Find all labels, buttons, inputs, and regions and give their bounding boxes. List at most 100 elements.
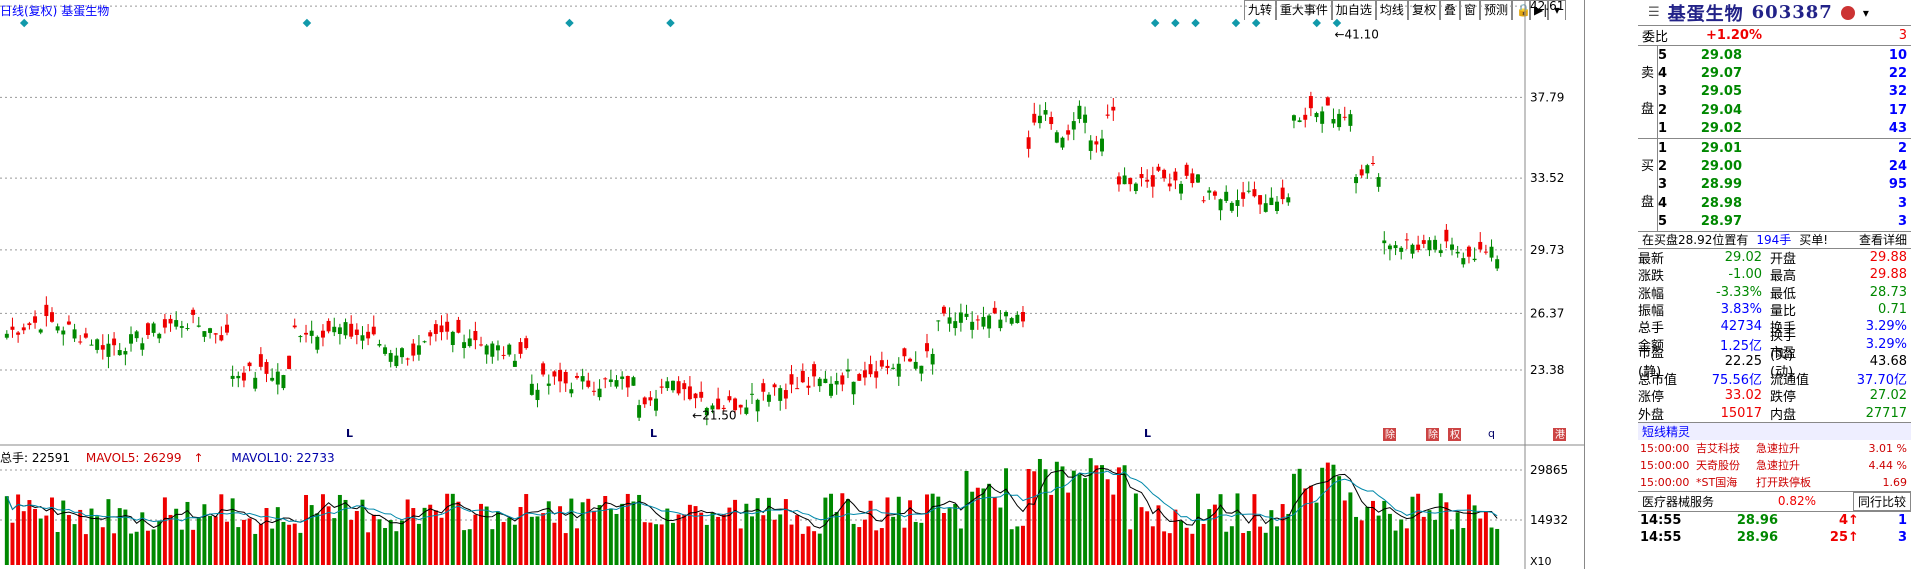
candle-body [879, 360, 884, 367]
volume-bar [1416, 493, 1421, 565]
volume-bar [1495, 528, 1500, 565]
volume-bar [925, 494, 929, 565]
order-book-row[interactable]: 5 29.08 10 [1658, 47, 1907, 63]
order-book-row[interactable]: 5 28.97 3 [1658, 214, 1907, 230]
candle-body [1387, 245, 1392, 250]
candle-body [992, 307, 997, 314]
short-line-item[interactable]: 15:00:00 天奇股份 急速拉升 4.44 % [1640, 458, 1907, 473]
position-action: 买单! [1799, 233, 1829, 248]
candle-body [552, 371, 557, 377]
volume-bar [1478, 518, 1483, 565]
candle-body [185, 328, 190, 330]
order-book-row[interactable]: 3 28.99 95 [1658, 177, 1907, 193]
volume-bar [575, 528, 579, 565]
volume-bar [208, 515, 213, 565]
volume-bar [332, 518, 337, 565]
volume-bar [987, 483, 992, 565]
candle-body [591, 390, 596, 392]
volume-bar [1032, 471, 1037, 565]
order-book-row[interactable]: 2 29.04 17 [1658, 102, 1907, 118]
candle-body [411, 343, 416, 356]
total-volume-label: 总手: 22591 [0, 451, 71, 465]
volume-bar [642, 522, 647, 565]
candle-body [772, 384, 777, 388]
volume-bar [580, 502, 585, 565]
candle-body [1088, 140, 1093, 151]
volume-bar [908, 500, 913, 565]
volume-bar [1049, 494, 1054, 565]
volume-bar [546, 501, 551, 565]
order-book-row[interactable]: 4 28.98 3 [1658, 195, 1907, 211]
volume-bar [320, 494, 325, 565]
volume-bar [1201, 523, 1206, 565]
volume-bar [1348, 492, 1353, 565]
candle-body [129, 334, 133, 344]
order-book-row[interactable]: 1 29.02 43 [1658, 121, 1907, 137]
buy-orders-label: 买盘 [1638, 138, 1658, 231]
volume-bar [727, 507, 732, 565]
toolbar-button-10[interactable]: ▾ [1548, 0, 1566, 20]
candle-body [795, 388, 800, 390]
candle-body [885, 365, 890, 369]
volume-bar [112, 533, 117, 565]
volume-bar [473, 514, 478, 565]
candle-body [55, 326, 60, 331]
candle-body [371, 326, 376, 335]
order-book-row[interactable]: 2 29.00 24 [1658, 159, 1907, 175]
volume-bar [772, 519, 777, 565]
volume-bar [145, 530, 150, 565]
volume-bar [129, 533, 133, 565]
volume-bar [236, 527, 241, 565]
volume-bar [670, 522, 675, 565]
candle-body [78, 341, 83, 343]
candle-body [603, 378, 608, 380]
candle-body [1308, 96, 1313, 109]
volume-bar [225, 521, 229, 565]
color-wheel-icon[interactable] [1840, 5, 1855, 20]
candle-body [1128, 177, 1133, 185]
short-line-item[interactable]: 15:00:00 *ST国海 打开跌停板 1.69 [1640, 475, 1907, 490]
candle-body [1049, 117, 1054, 125]
candle-body [1201, 200, 1206, 202]
volume-bar [891, 516, 896, 565]
event-marker-icon [19, 18, 29, 28]
volume-bar [637, 494, 642, 565]
candle-body [1365, 165, 1370, 174]
candle-body [360, 335, 365, 341]
sector-compare-button[interactable]: 同行比较 [1852, 491, 1911, 511]
candle-body [1224, 191, 1229, 201]
volume-bar [823, 497, 828, 565]
candle-body [95, 339, 100, 350]
candlestick-chart[interactable]: 42.61 37.79 33.52 29.73 26.37 23.38 ←41.10 ←21.… [0, 0, 1585, 569]
volume-bar [603, 495, 608, 565]
volume-bar [964, 470, 969, 565]
menu-chevron-icon[interactable]: ▾ [1862, 5, 1869, 20]
volume-bar [1015, 526, 1020, 565]
candle-body [1105, 114, 1110, 116]
detail-link[interactable]: 查看详细 [1858, 233, 1907, 248]
order-book-row[interactable]: 4 29.07 22 [1658, 66, 1907, 82]
volume-bar [648, 522, 653, 565]
volume-bar [484, 506, 489, 565]
volume-bar [4, 496, 9, 565]
candle-body [1241, 192, 1246, 199]
candle-body [631, 377, 636, 386]
order-book-row[interactable]: 1 29.01 2 [1658, 140, 1907, 156]
toolbar-button-6[interactable]: 窗 [1459, 0, 1480, 20]
volume-bar [1196, 493, 1200, 565]
volume-bar [377, 519, 382, 565]
candle-body [450, 331, 455, 346]
candle-body [179, 326, 184, 328]
toolbar-button-0[interactable]: 九转 [1243, 0, 1276, 20]
volume-bar [495, 511, 500, 565]
short-line-item[interactable]: 15:00:00 吉艾科技 急速拉升 3.01 % [1640, 441, 1907, 456]
toolbar-button-9[interactable]: ▶| [1530, 0, 1548, 20]
toolbar-button-4[interactable]: 复权 [1407, 0, 1440, 20]
order-book-row[interactable]: 3 29.05 32 [1658, 84, 1907, 100]
toolbar-button-2[interactable]: 加自选 [1331, 0, 1376, 20]
volume-bar [1399, 519, 1404, 565]
candle-body [1421, 240, 1426, 244]
candle-body [264, 361, 269, 374]
kline-chart-panel[interactable]: 日线(复权) 基蛋生物 九转 重大事件 加自选 均线 复权叠窗预测 🔒 ▶| ▾ 42.61 3… [0, 0, 1585, 569]
sector-name[interactable]: 医疗器械服务 [1642, 494, 1715, 509]
